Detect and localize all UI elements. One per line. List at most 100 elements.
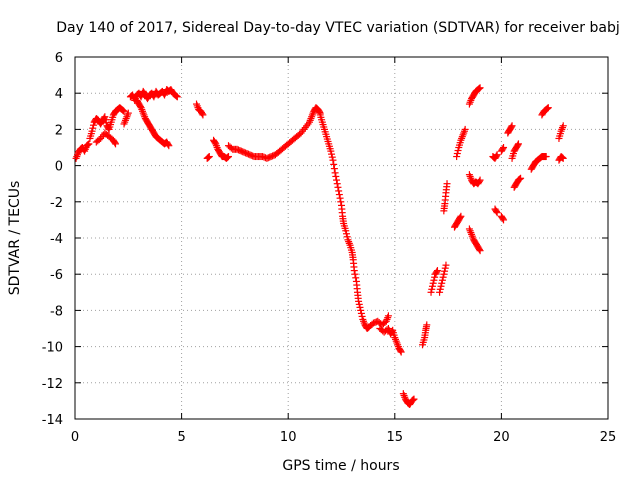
data-point-marker — [356, 303, 364, 311]
data-point-marker — [315, 108, 323, 116]
data-point-marker — [442, 261, 450, 269]
data-point-marker — [429, 279, 437, 287]
data-point-marker — [558, 125, 566, 133]
data-point-marker — [443, 180, 451, 188]
data-point-marker — [85, 140, 93, 148]
data-point-marker — [357, 306, 365, 314]
data-point-marker — [198, 110, 206, 118]
data-point-marker — [499, 215, 507, 223]
data-point-marker — [111, 139, 119, 147]
data-point-marker — [352, 274, 360, 282]
data-point-marker — [172, 92, 180, 100]
data-point-marker — [438, 276, 446, 284]
data-point-marker — [476, 84, 484, 92]
data-point-marker — [335, 191, 343, 199]
chart-title: Day 140 of 2017, Sidereal Day-to-day VTE… — [56, 20, 619, 36]
data-point-marker — [476, 247, 484, 255]
data-point-marker — [476, 176, 484, 184]
data-point-marker — [559, 154, 567, 162]
data-point-marker — [559, 124, 567, 132]
data-point-marker — [500, 216, 508, 224]
data-point-marker — [492, 152, 500, 160]
data-point-marker — [542, 153, 550, 161]
data-point-marker — [336, 194, 344, 202]
data-point-marker — [433, 268, 441, 276]
y-tick-label: -14 — [42, 413, 63, 428]
data-point-marker — [223, 154, 231, 162]
data-point-marker — [84, 140, 92, 148]
data-point-marker — [409, 396, 417, 404]
data-point-marker — [136, 102, 144, 110]
data-point-marker — [345, 238, 353, 246]
y-tick-label: -4 — [50, 232, 63, 247]
data-point-marker — [83, 141, 91, 149]
data-point-marker — [493, 209, 501, 217]
data-point-marker — [493, 151, 501, 159]
data-point-marker — [355, 300, 363, 308]
data-point-marker — [224, 153, 232, 161]
data-point-marker — [337, 198, 345, 206]
data-point-marker — [517, 174, 525, 182]
data-point-marker — [89, 121, 97, 129]
data-point-marker — [199, 111, 207, 119]
data-point-marker — [89, 124, 97, 132]
data-point-marker — [357, 309, 365, 317]
data-point-marker — [409, 396, 417, 404]
data-point-marker — [436, 285, 444, 293]
y-tick-label: -6 — [50, 268, 63, 283]
plot-frame — [74, 56, 609, 420]
data-point-marker — [456, 213, 464, 221]
data-point-marker — [124, 109, 132, 117]
data-point-marker — [204, 154, 212, 162]
data-point-marker — [327, 147, 335, 155]
data-point-marker — [345, 239, 353, 247]
data-point-marker — [328, 153, 336, 161]
data-point-marker — [120, 107, 128, 115]
data-point-marker — [351, 270, 359, 278]
data-point-marker — [453, 150, 461, 158]
data-point-marker — [350, 267, 358, 275]
data-point-marker — [388, 328, 396, 336]
data-point-marker — [507, 123, 515, 131]
data-point-marker — [440, 270, 448, 278]
data-point-marker — [164, 140, 172, 148]
data-points — [72, 84, 567, 409]
data-point-marker — [514, 141, 522, 149]
data-point-marker — [475, 84, 483, 92]
data-point-marker — [119, 106, 127, 114]
data-point-marker — [441, 267, 449, 275]
x-tick-label: 25 — [600, 430, 617, 445]
data-point-marker — [515, 175, 523, 183]
data-point-marker — [438, 279, 446, 287]
x-tick-label: 10 — [280, 430, 297, 445]
data-point-marker — [454, 147, 462, 155]
data-point-marker — [543, 105, 551, 113]
data-point-marker — [475, 177, 483, 185]
data-point-marker — [173, 92, 181, 100]
data-point-marker — [508, 122, 516, 130]
data-point-marker — [499, 145, 507, 153]
data-point-marker — [101, 113, 109, 121]
y-axis-label: SDTVAR / TECUs — [7, 181, 23, 296]
data-point-marker — [457, 212, 465, 220]
data-point-marker — [453, 153, 461, 161]
data-point-marker — [355, 297, 363, 305]
y-tick-label: 6 — [55, 51, 63, 66]
data-point-marker — [544, 104, 552, 112]
axis-ticks: 0 5 10 15 20 25 -14 -12 -10 -8 -6 -4 -2 0 2 4 6 — [42, 51, 617, 445]
data-point-marker — [165, 142, 173, 150]
data-point-marker — [475, 245, 483, 253]
data-point-marker — [358, 312, 366, 320]
grid — [75, 57, 608, 419]
data-point-marker — [475, 85, 483, 93]
data-point-marker — [461, 125, 469, 133]
data-point-marker — [331, 169, 339, 177]
data-point-marker — [334, 183, 342, 191]
data-point-marker — [427, 288, 435, 296]
data-point-marker — [343, 233, 351, 241]
y-tick-label: 0 — [55, 160, 63, 175]
data-point-marker — [333, 176, 341, 184]
data-point-marker — [431, 273, 439, 281]
data-point-marker — [500, 144, 508, 151]
